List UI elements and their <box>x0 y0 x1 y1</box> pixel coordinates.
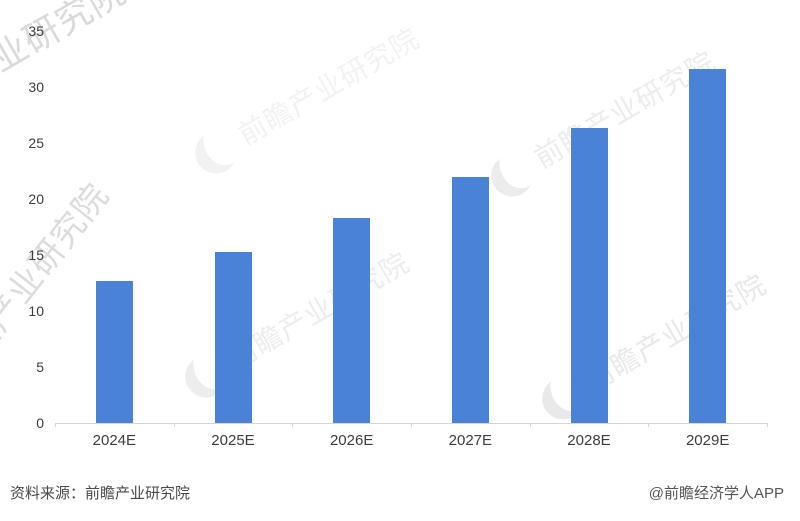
watermark-text: 前瞻产业研究院 <box>223 246 415 375</box>
x-axis-tick <box>55 423 56 427</box>
x-axis-tick <box>411 423 412 427</box>
x-axis-category-label: 2028E <box>567 432 611 449</box>
bar-2026E <box>333 218 371 423</box>
x-axis-category-label: 2029E <box>685 432 730 449</box>
x-axis-category-label: 2026E <box>329 432 374 449</box>
x-axis-tick <box>767 423 768 427</box>
x-axis-tick <box>173 423 175 427</box>
x-axis-category-label: 2024E <box>92 432 137 449</box>
bar-2029E <box>689 69 727 423</box>
watermark-text: 前瞻产业研究院 <box>580 268 772 397</box>
bar-2025E <box>214 251 252 423</box>
y-axis-tick-label: 5 <box>36 359 44 375</box>
x-axis-category-label: 2027E <box>448 432 493 449</box>
bar-2024E <box>95 280 133 423</box>
watermark-text: 前瞻产业研究院 <box>233 22 425 151</box>
x-axis-tick <box>648 423 650 427</box>
source-note: 资料来源：前瞻产业研究院 <box>10 485 191 502</box>
bar-2027E <box>451 176 489 423</box>
y-axis-tick-label: 25 <box>28 135 44 151</box>
y-axis-tick-label: 0 <box>36 415 44 431</box>
qianzhan-logo-icon <box>483 146 541 205</box>
x-axis-category-label: 2025E <box>211 432 255 449</box>
watermark-text: 前瞻产业研究院 <box>0 0 133 136</box>
x-axis-tick <box>529 423 531 427</box>
y-axis-tick-label: 35 <box>28 23 44 39</box>
watermark: 前瞻产业研究院 <box>187 18 428 182</box>
bar-2028E <box>570 128 608 423</box>
qianzhan-logo-icon <box>187 123 245 182</box>
y-axis-tick-label: 10 <box>28 303 44 319</box>
y-axis-tick-label: 15 <box>28 247 44 263</box>
x-axis-tick <box>292 423 294 427</box>
y-axis-tick-label: 20 <box>28 191 44 207</box>
y-axis-tick-label: 30 <box>28 79 44 95</box>
credit-note: @前瞻经济学人APP <box>648 485 784 502</box>
